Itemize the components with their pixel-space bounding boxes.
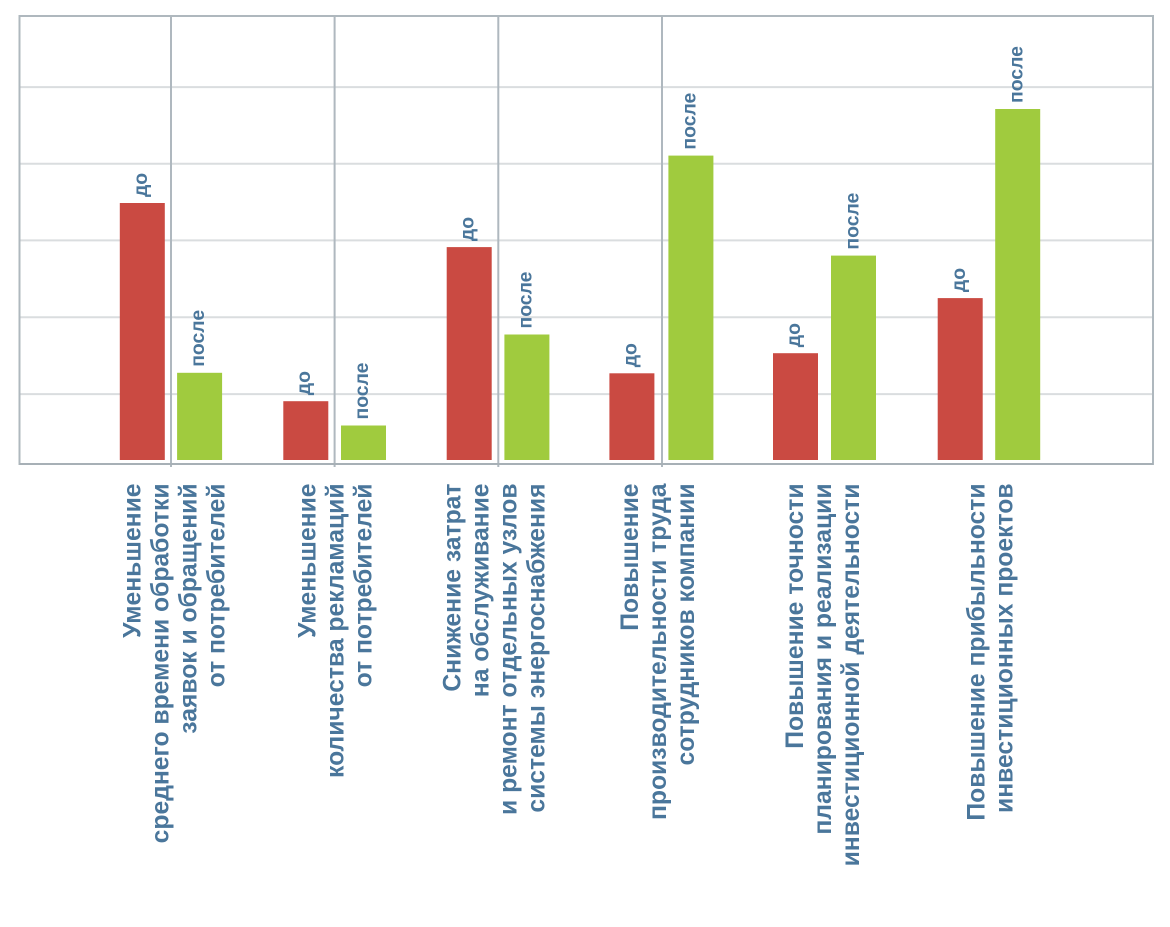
- svg-text:после: после: [678, 92, 700, 149]
- svg-text:до: до: [130, 173, 152, 197]
- svg-text:до: до: [293, 371, 315, 395]
- svg-text:до: до: [457, 217, 479, 241]
- svg-text:Уменьшениеколичества рекламаци: Уменьшениеколичества рекламацийот потреб…: [295, 484, 378, 778]
- svg-text:после: после: [841, 192, 863, 249]
- svg-text:до: до: [619, 343, 641, 367]
- svg-text:до: до: [948, 268, 970, 292]
- svg-text:Уменьшениесреднего времени обр: Уменьшениесреднего времени обработкизаяв…: [120, 484, 231, 844]
- svg-text:Снижение затратна обслуживание: Снижение затратна обслуживаниеи ремонт о…: [440, 484, 551, 815]
- svg-text:Повышение прибыльностиинвестиц: Повышение прибыльностиинвестиционных про…: [964, 484, 1019, 821]
- svg-text:после: после: [351, 362, 373, 419]
- svg-text:до: до: [783, 323, 805, 347]
- svg-text:после: после: [1005, 46, 1027, 103]
- svg-text:Повышениепроизводительности тр: Повышениепроизводительности трудасотрудн…: [617, 483, 700, 820]
- svg-text:после: после: [514, 271, 536, 328]
- svg-text:после: после: [187, 310, 209, 367]
- svg-text:Повышение точностипланирования: Повышение точностипланирования и реализа…: [782, 484, 865, 867]
